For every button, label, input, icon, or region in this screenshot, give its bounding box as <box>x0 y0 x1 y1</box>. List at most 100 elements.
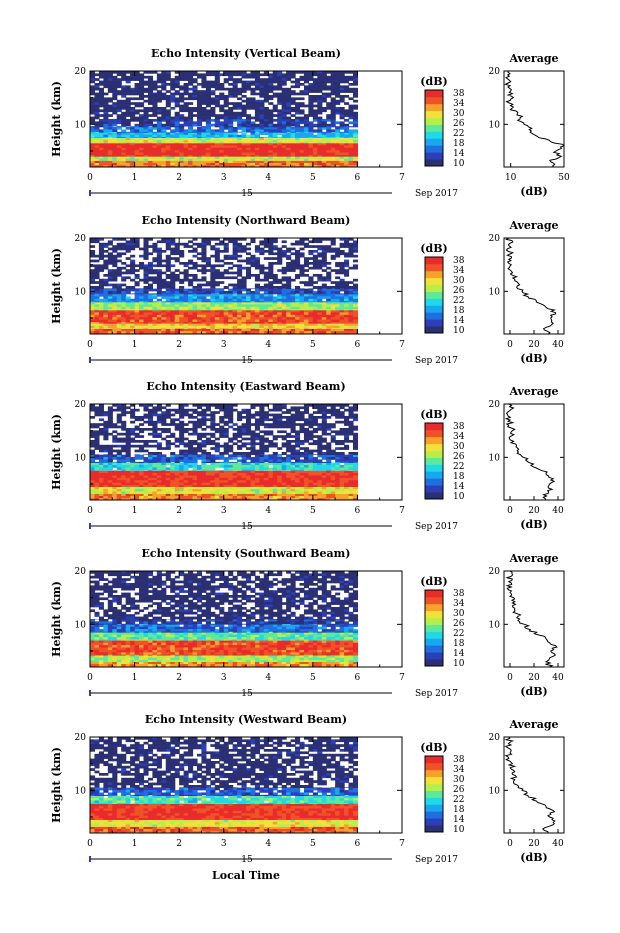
heatmap-cell <box>335 315 340 318</box>
heatmap-cell <box>273 315 278 318</box>
heatmap-cell <box>130 88 135 91</box>
heatmap-cell <box>233 112 238 115</box>
heatmap-cell <box>157 90 162 93</box>
heatmap-cell <box>148 267 153 270</box>
heatmap-cell <box>304 124 309 127</box>
heatmap-cell <box>224 250 229 253</box>
heatmap-cell <box>277 257 282 260</box>
heatmap-cell <box>286 119 291 122</box>
heatmap-cell <box>259 323 264 326</box>
heatmap-cell <box>299 78 304 81</box>
heatmap-cell <box>112 161 117 164</box>
heatmap-cell <box>135 296 140 299</box>
heatmap-cell <box>277 73 282 76</box>
heatmap-cell <box>143 132 148 135</box>
heatmap-cell <box>193 307 198 310</box>
heatmap-cell <box>94 286 99 289</box>
heatmap-cell <box>255 294 260 297</box>
average-y-tick-label: 20 <box>489 234 501 244</box>
heatmap-cell <box>108 291 113 294</box>
heatmap-cell <box>166 286 171 289</box>
heatmap-cell <box>242 145 247 148</box>
heatmap-cell <box>268 491 273 493</box>
heatmap-cell <box>322 93 327 96</box>
heatmap-cell <box>313 326 318 329</box>
heatmap-cell <box>103 124 108 127</box>
heatmap-cell <box>304 326 309 329</box>
heatmap-cell <box>286 112 291 115</box>
heatmap-cell <box>242 320 247 323</box>
heatmap-cell <box>299 264 304 267</box>
heatmap-cell <box>197 132 202 133</box>
heatmap-cell <box>130 150 135 153</box>
heatmap-cell <box>250 76 255 79</box>
heatmap-cell <box>317 294 322 297</box>
heatmap-cell <box>286 248 291 251</box>
heatmap-cell <box>148 326 153 329</box>
heatmap-cell <box>121 487 126 490</box>
heatmap-cell <box>237 284 242 287</box>
heatmap-cell <box>166 145 171 148</box>
heatmap-cell <box>157 138 162 141</box>
heatmap-cell <box>344 307 349 310</box>
heatmap-cell <box>246 294 251 297</box>
heatmap-cell <box>215 302 220 305</box>
heatmap-cell <box>175 296 180 299</box>
heatmap-cell <box>170 320 175 323</box>
heatmap-cell <box>215 309 220 310</box>
heatmap-cell <box>99 148 104 151</box>
heatmap-cell <box>130 272 135 275</box>
heatmap-cell <box>135 322 140 324</box>
heatmap-cell <box>259 310 264 313</box>
heatmap-cell <box>148 264 153 267</box>
heatmap-cell <box>291 138 296 141</box>
heatmap-cell <box>175 250 180 253</box>
heatmap-cell <box>175 243 180 246</box>
heatmap-cell <box>148 143 153 146</box>
heatmap-cell <box>273 107 278 110</box>
heatmap-cell <box>331 97 336 100</box>
heatmap-cell <box>295 155 300 157</box>
heatmap-cell <box>99 105 104 108</box>
heatmap-cell <box>246 117 251 120</box>
heatmap-cell <box>139 88 144 91</box>
heatmap-cell <box>90 76 95 79</box>
heatmap-cell <box>90 312 95 315</box>
heatmap-cell <box>228 262 233 265</box>
heatmap-cell <box>193 132 198 133</box>
heatmap-cell <box>175 289 180 292</box>
heatmap-cell <box>188 317 193 320</box>
heatmap-cell <box>210 148 215 151</box>
heatmap-cell <box>175 85 180 88</box>
heatmap-cell <box>237 309 242 310</box>
heatmap-cell <box>108 127 113 130</box>
heatmap-cell <box>103 105 108 108</box>
heatmap-cell <box>126 76 131 79</box>
heatmap-cell <box>143 317 148 320</box>
heatmap-cell <box>135 150 140 153</box>
heatmap-cell <box>184 245 189 248</box>
heatmap-cell <box>233 252 238 255</box>
heatmap-cell <box>188 471 193 474</box>
heatmap-cell <box>242 121 247 124</box>
heatmap-cell <box>259 302 264 305</box>
heatmap-cell <box>143 301 148 302</box>
heatmap-cell <box>299 90 304 93</box>
heatmap-cell <box>291 267 296 270</box>
heatmap-cell <box>130 117 135 120</box>
heatmap-cell <box>103 260 108 263</box>
heatmap-cell <box>148 471 153 474</box>
heatmap-cell <box>322 145 327 148</box>
heatmap-cell <box>228 121 233 124</box>
heatmap-cell <box>161 320 166 323</box>
heatmap-cell <box>148 145 153 148</box>
heatmap-cell <box>273 491 278 493</box>
heatmap-cell <box>282 127 287 130</box>
heatmap-cell <box>143 302 148 305</box>
heatmap-cell <box>126 81 131 84</box>
heatmap-cell <box>148 76 153 79</box>
heatmap-cell <box>152 312 157 315</box>
heatmap-cell <box>184 243 189 246</box>
heatmap-cell <box>344 138 349 141</box>
heatmap-cell <box>317 127 322 130</box>
